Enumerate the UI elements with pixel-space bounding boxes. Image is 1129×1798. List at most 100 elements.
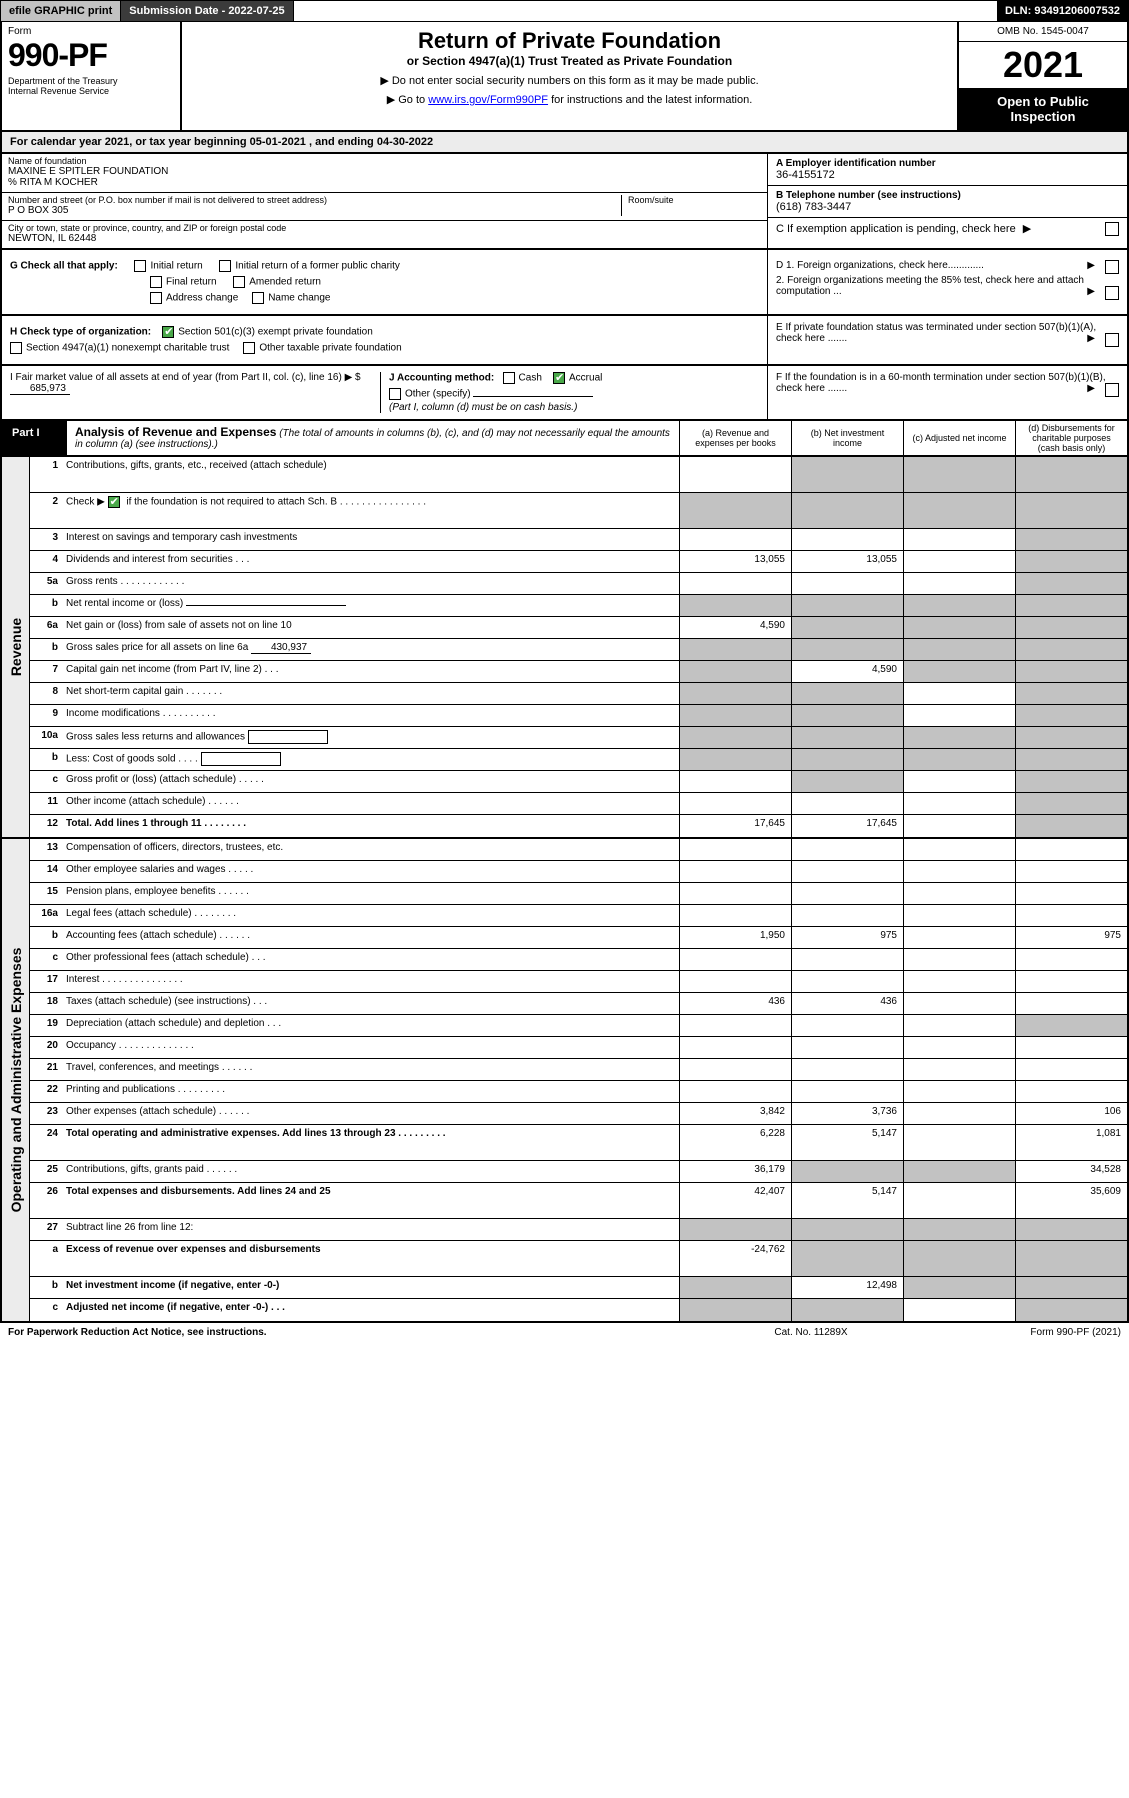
line-num: 15 bbox=[30, 883, 62, 904]
i-label: I Fair market value of all assets at end… bbox=[10, 372, 361, 383]
line-desc: Other employee salaries and wages . . . … bbox=[62, 861, 679, 882]
g6-checkbox[interactable] bbox=[252, 292, 264, 304]
g5-label: Address change bbox=[166, 293, 238, 304]
g4-checkbox[interactable] bbox=[233, 276, 245, 288]
d2-checkbox[interactable] bbox=[1105, 286, 1119, 300]
j-section: J Accounting method: Cash Accrual Other … bbox=[380, 372, 759, 413]
line-desc: Other income (attach schedule) . . . . .… bbox=[62, 793, 679, 814]
name-row: Name of foundation MAXINE E SPITLER FOUN… bbox=[2, 154, 767, 193]
city-label: City or town, state or province, country… bbox=[8, 223, 761, 233]
j-label: J Accounting method: bbox=[389, 373, 494, 384]
dept-label: Department of the Treasury Internal Reve… bbox=[8, 76, 174, 96]
note2-pre: ▶ Go to bbox=[387, 94, 428, 106]
d1-line: D 1. Foreign organizations, check here..… bbox=[776, 260, 1119, 271]
g-line3: Address change Name change bbox=[10, 292, 759, 304]
g2-label: Initial return of a former public charit… bbox=[235, 261, 400, 272]
line-num: c bbox=[30, 1299, 62, 1321]
footer-right: Form 990-PF (2021) bbox=[921, 1327, 1121, 1338]
note-link-line: ▶ Go to www.irs.gov/Form990PF for instru… bbox=[188, 93, 951, 106]
expense-section: Operating and Administrative Expenses 13… bbox=[0, 839, 1129, 1323]
line-desc: Gross sales less returns and allowances bbox=[62, 727, 679, 748]
line-desc: Printing and publications . . . . . . . … bbox=[62, 1081, 679, 1102]
hij-left: H Check type of organization: Section 50… bbox=[2, 316, 767, 364]
line-num: 25 bbox=[30, 1161, 62, 1182]
line-desc: Gross sales price for all assets on line… bbox=[62, 639, 679, 660]
arrow-icon: ▶ bbox=[1087, 286, 1095, 297]
cell-value: 12,498 bbox=[791, 1277, 903, 1298]
6b-value: 430,937 bbox=[251, 642, 311, 654]
hij-block: H Check type of organization: Section 50… bbox=[0, 316, 1129, 366]
dln: DLN: 93491206007532 bbox=[997, 1, 1128, 21]
line-desc: Excess of revenue over expenses and disb… bbox=[62, 1241, 679, 1276]
col-d-header: (d) Disbursements for charitable purpose… bbox=[1015, 421, 1127, 455]
e-label: E If private foundation status was termi… bbox=[776, 322, 1096, 344]
g3-checkbox[interactable] bbox=[150, 276, 162, 288]
schb-checkbox[interactable] bbox=[108, 496, 120, 508]
line-num: 11 bbox=[30, 793, 62, 814]
line-num: 5a bbox=[30, 573, 62, 594]
id-block: Name of foundation MAXINE E SPITLER FOUN… bbox=[0, 154, 1129, 250]
h2-label: Section 4947(a)(1) nonexempt charitable … bbox=[26, 343, 229, 354]
line-num: 23 bbox=[30, 1103, 62, 1124]
line-num: 1 bbox=[30, 457, 62, 492]
line-num: 20 bbox=[30, 1037, 62, 1058]
tel-value: (618) 783-3447 bbox=[776, 201, 1119, 213]
open-inspection: Open to Public Inspection bbox=[959, 88, 1127, 130]
line-num: b bbox=[30, 1277, 62, 1298]
f-checkbox[interactable] bbox=[1105, 383, 1119, 397]
g5-checkbox[interactable] bbox=[150, 292, 162, 304]
line-desc: Dividends and interest from securities .… bbox=[62, 551, 679, 572]
cell-value: 975 bbox=[1015, 927, 1127, 948]
d1-checkbox[interactable] bbox=[1105, 260, 1119, 274]
line-num: c bbox=[30, 949, 62, 970]
cell-value: 36,179 bbox=[679, 1161, 791, 1182]
line-num: 26 bbox=[30, 1183, 62, 1218]
j-cash-label: Cash bbox=[519, 373, 542, 384]
line-desc: Other professional fees (attach schedule… bbox=[62, 949, 679, 970]
addr-row: Number and street (or P.O. box number if… bbox=[2, 193, 767, 221]
line-desc: Net rental income or (loss) bbox=[62, 595, 679, 616]
g1-checkbox[interactable] bbox=[134, 260, 146, 272]
ij-left: I Fair market value of all assets at end… bbox=[2, 366, 767, 419]
h3-checkbox[interactable] bbox=[243, 342, 255, 354]
room-label: Room/suite bbox=[628, 195, 761, 205]
d2-line: 2. Foreign organizations meeting the 85%… bbox=[776, 275, 1119, 297]
cell-value: 13,055 bbox=[679, 551, 791, 572]
calyear-begin: 05-01-2021 bbox=[250, 136, 306, 148]
cell-value: 35,609 bbox=[1015, 1183, 1127, 1218]
cell-value: 13,055 bbox=[791, 551, 903, 572]
h1-checkbox[interactable] bbox=[162, 326, 174, 338]
form-number: 990-PF bbox=[8, 37, 174, 74]
part1-desc: Analysis of Revenue and Expenses (The to… bbox=[67, 421, 679, 455]
line-num: 10a bbox=[30, 727, 62, 748]
cell-value: 5,147 bbox=[791, 1125, 903, 1160]
line-num: 22 bbox=[30, 1081, 62, 1102]
ein-value: 36-4155172 bbox=[776, 169, 1119, 181]
id-left: Name of foundation MAXINE E SPITLER FOUN… bbox=[2, 154, 767, 248]
line-desc: Subtract line 26 from line 12: bbox=[62, 1219, 679, 1240]
calendar-year-row: For calendar year 2021, or tax year begi… bbox=[0, 132, 1129, 154]
line-num: 16a bbox=[30, 905, 62, 926]
addr-label: Number and street (or P.O. box number if… bbox=[8, 195, 621, 205]
j-other-checkbox[interactable] bbox=[389, 388, 401, 400]
j-cash-checkbox[interactable] bbox=[503, 372, 515, 384]
irs-link[interactable]: www.irs.gov/Form990PF bbox=[428, 94, 548, 106]
cell-value: 975 bbox=[791, 927, 903, 948]
line-num: 19 bbox=[30, 1015, 62, 1036]
note-ssn: ▶ Do not enter social security numbers o… bbox=[188, 74, 951, 87]
hij-right-e: E If private foundation status was termi… bbox=[767, 316, 1127, 364]
addr-value: P O BOX 305 bbox=[8, 205, 621, 216]
line-desc: Capital gain net income (from Part IV, l… bbox=[62, 661, 679, 682]
line-desc: Other expenses (attach schedule) . . . .… bbox=[62, 1103, 679, 1124]
c-checkbox[interactable] bbox=[1105, 222, 1119, 236]
e-checkbox[interactable] bbox=[1105, 333, 1119, 347]
h2-checkbox[interactable] bbox=[10, 342, 22, 354]
line-num: 9 bbox=[30, 705, 62, 726]
submission-date: Submission Date - 2022-07-25 bbox=[121, 1, 293, 21]
arrow-icon: ▶ bbox=[1087, 333, 1095, 344]
line-num: 21 bbox=[30, 1059, 62, 1080]
part1-title: Analysis of Revenue and Expenses bbox=[75, 425, 276, 439]
g2-checkbox[interactable] bbox=[219, 260, 231, 272]
calyear-mid: , and ending bbox=[306, 136, 377, 148]
j-accrual-checkbox[interactable] bbox=[553, 372, 565, 384]
